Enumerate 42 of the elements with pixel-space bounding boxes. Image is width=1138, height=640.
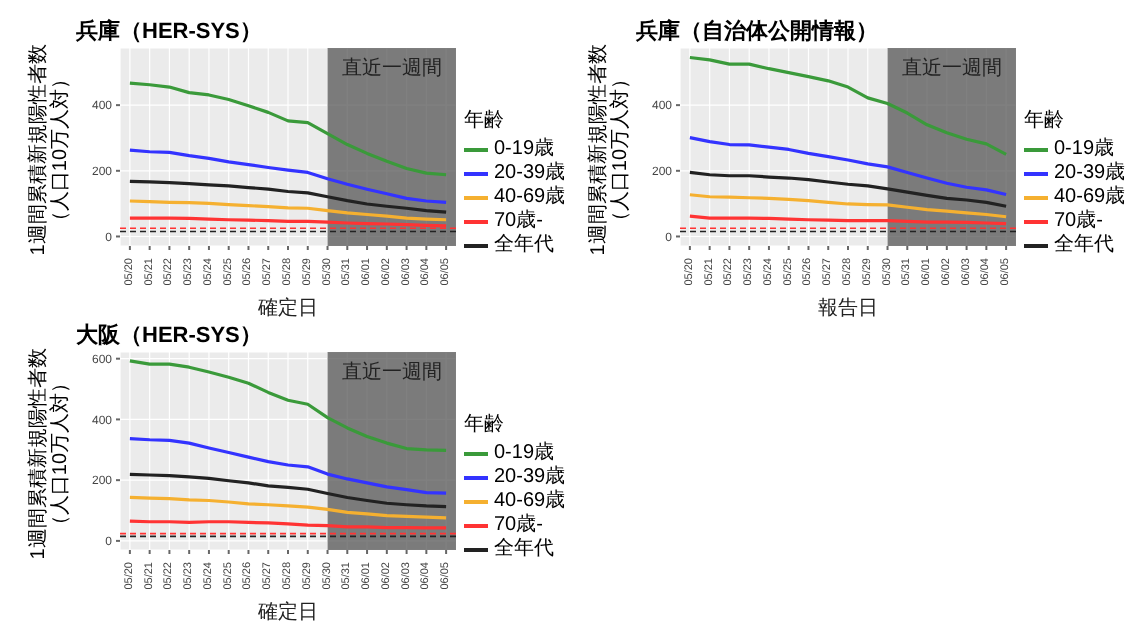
legend-title: 年齢	[1024, 107, 1066, 134]
legend-label: 全年代	[1054, 234, 1114, 258]
legend-label: 全年代	[494, 234, 554, 258]
legend-label: 0-19歳	[1054, 138, 1115, 161]
legend-label: 0-19歳	[494, 138, 555, 161]
band-label: 直近一週間	[901, 56, 1002, 81]
chart-title: 兵庫（HER-SYS）	[74, 17, 264, 44]
line-series	[128, 495, 448, 520]
legend-label: 20-39歳	[494, 162, 566, 185]
legend-label: 40-69歳	[494, 186, 566, 209]
line-series	[128, 472, 448, 509]
legend-label: 70歳-	[494, 210, 543, 234]
x-axis-title: 確定日	[256, 600, 318, 624]
band-label: 直近一週間	[341, 360, 442, 385]
chart-title: 兵庫（自治体公開情報）	[634, 17, 880, 44]
line-series	[688, 55, 1008, 156]
line-series	[688, 193, 1008, 219]
legend-label: 0-19歳	[494, 442, 555, 465]
legend-label: 40-69歳	[494, 490, 566, 513]
legend-title: 年齢	[464, 107, 506, 134]
x-axis-title: 確定日	[256, 296, 318, 320]
line-series	[128, 199, 448, 222]
y-axis-title: 1週間累積新規陽性者数（人口10万人対）	[28, 345, 72, 563]
y-axis-title: 1週間累積新規陽性者数（人口10万人対）	[588, 41, 632, 259]
legend-label: 全年代	[494, 538, 554, 562]
legend-label: 70歳-	[1054, 210, 1103, 234]
line-series	[128, 148, 448, 204]
line-series	[128, 179, 448, 214]
line-series	[128, 359, 448, 452]
line-series	[128, 436, 448, 495]
legend-title: 年齢	[464, 411, 506, 438]
band-label: 直近一週間	[341, 56, 442, 81]
line-series	[688, 136, 1008, 197]
legend-label: 40-69歳	[1054, 186, 1126, 209]
line-series	[688, 170, 1008, 208]
line-series	[128, 81, 448, 177]
y-axis-title: 1週間累積新規陽性者数（人口10万人対）	[28, 41, 72, 259]
x-axis-title: 報告日	[818, 296, 878, 320]
legend-label: 20-39歳	[1054, 162, 1126, 185]
legend-label: 70歳-	[494, 514, 543, 538]
legend-label: 20-39歳	[494, 466, 566, 489]
chart-title: 大阪（HER-SYS）	[74, 321, 264, 348]
